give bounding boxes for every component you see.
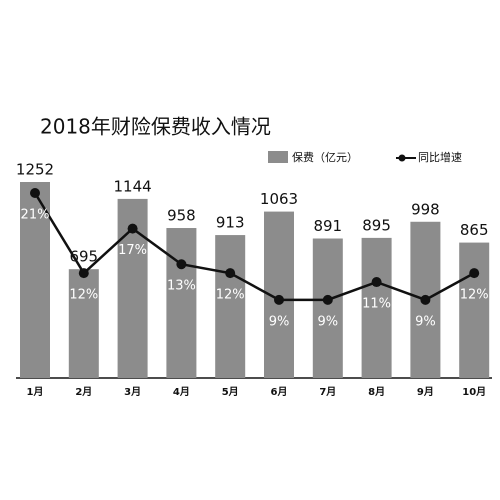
bar — [166, 228, 197, 378]
legend-swatch — [268, 151, 288, 163]
line-value-label: 9% — [269, 314, 290, 329]
line-marker — [127, 223, 138, 234]
chart-title: 2018年财险保费收入情况 — [40, 115, 271, 139]
x-tick-label: 4月 — [173, 386, 190, 398]
bar-value-label: 1063 — [260, 190, 298, 208]
bar-value-label: 913 — [216, 214, 245, 232]
x-tick-label: 8月 — [368, 386, 385, 398]
line-value-label: 13% — [167, 279, 196, 294]
legend-label: 同比增速 — [418, 150, 462, 164]
line-value-label: 12% — [69, 288, 98, 303]
legend-marker — [398, 154, 406, 162]
bar — [312, 238, 343, 378]
line-marker — [225, 268, 236, 279]
bar — [20, 182, 50, 378]
line-value-label: 21% — [21, 208, 50, 223]
line-marker — [469, 268, 480, 279]
line-marker — [30, 188, 40, 198]
legend-label: 保费（亿元） — [292, 150, 358, 164]
line-marker — [322, 294, 333, 305]
bar-value-label: 998 — [411, 200, 440, 218]
line-value-label: 11% — [362, 297, 391, 312]
line — [33, 192, 475, 302]
line-marker — [78, 268, 89, 279]
line-marker — [371, 277, 382, 288]
bar-value-label: 891 — [313, 217, 342, 235]
bar — [459, 242, 490, 378]
bar — [361, 237, 392, 378]
x-tick-label: 6月 — [271, 386, 288, 398]
x-tick-label: 7月 — [319, 386, 336, 398]
x-tick-label: 9月 — [417, 386, 434, 398]
line-value-label: 12% — [460, 288, 489, 303]
x-tick-label: 3月 — [124, 386, 141, 398]
line-marker — [274, 294, 284, 305]
bar — [68, 269, 99, 378]
bar-value-label: 1252 — [16, 161, 54, 179]
bar-value-label: 1144 — [114, 177, 152, 195]
bar-value-label: 895 — [362, 216, 391, 234]
x-tick-label: 10月 — [462, 386, 486, 398]
x-tick-label: 2月 — [75, 386, 92, 398]
x-tick-label: 5月 — [222, 386, 239, 398]
line-value-label: 17% — [118, 243, 147, 258]
line-marker — [420, 294, 431, 305]
bar-value-label: 958 — [167, 207, 196, 225]
line-marker — [176, 259, 187, 270]
bar-value-label: 865 — [460, 221, 489, 239]
line-value-label: 9% — [317, 314, 338, 329]
line-value-label: 12% — [216, 288, 245, 303]
x-tick-label: 1月 — [27, 386, 44, 398]
line-value-label: 9% — [415, 314, 436, 329]
bar — [215, 235, 246, 378]
